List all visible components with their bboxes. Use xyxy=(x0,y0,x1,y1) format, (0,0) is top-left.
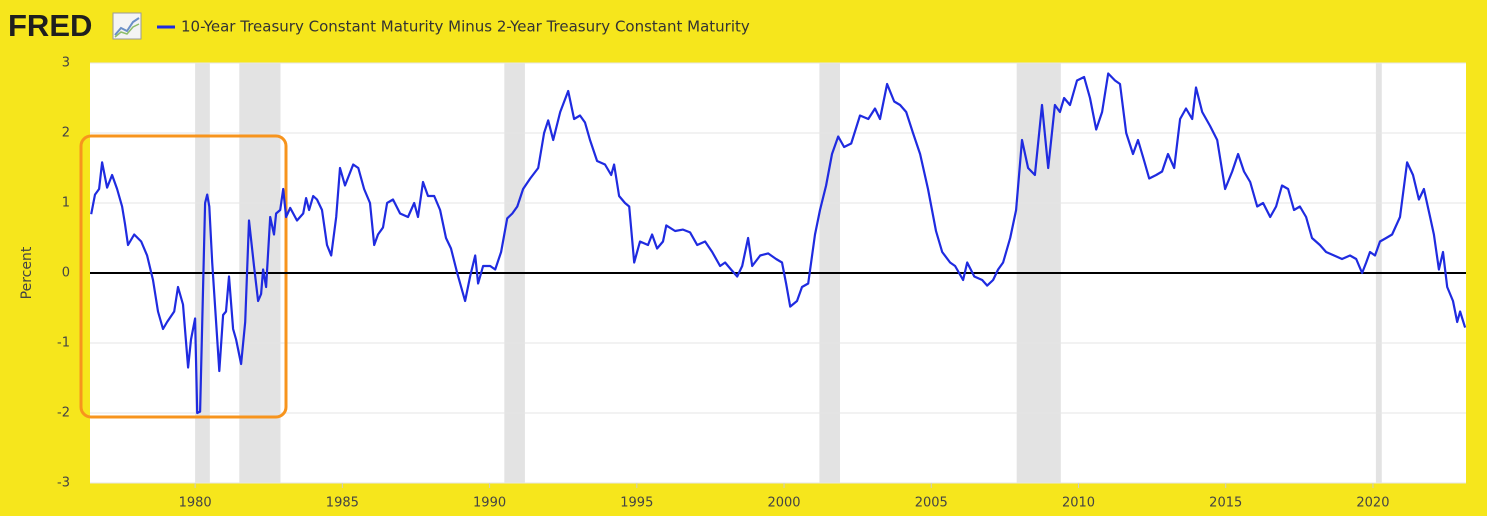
x-tick-label: 2005 xyxy=(915,496,948,511)
y-tick-label: 3 xyxy=(62,56,70,71)
logo-icon xyxy=(112,12,142,40)
x-tick-label: 2010 xyxy=(1062,496,1095,511)
y-tick-label: -3 xyxy=(57,476,70,491)
legend-label: 10-Year Treasury Constant Maturity Minus… xyxy=(181,18,750,36)
y-tick-label: -2 xyxy=(57,406,70,421)
x-tick-label: 2020 xyxy=(1356,496,1389,511)
y-tick-label: 1 xyxy=(62,196,70,211)
x-tick-label: 1995 xyxy=(620,496,653,511)
y-tick-label: 2 xyxy=(62,126,70,141)
y-tick-label: -1 xyxy=(57,336,70,351)
series-line xyxy=(90,72,1467,415)
x-tick-label: 1985 xyxy=(326,496,359,511)
y-tick-label: 0 xyxy=(62,266,70,281)
x-tick-label: 1990 xyxy=(473,496,506,511)
logo: FRED xyxy=(8,8,92,43)
y-axis-label: Percent xyxy=(19,246,35,299)
x-tick-label: 1980 xyxy=(179,496,212,511)
highlight-box xyxy=(79,134,288,419)
x-tick-label: 2000 xyxy=(767,496,800,511)
x-tick-label: 2015 xyxy=(1209,496,1242,511)
